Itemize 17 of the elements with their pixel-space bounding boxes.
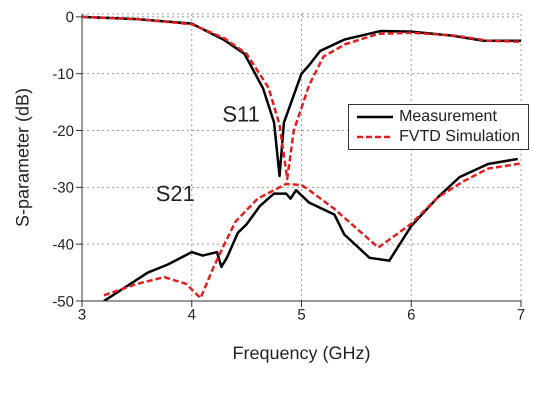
x-tick-label: 5 <box>297 306 306 324</box>
y-tick-label: -20 <box>52 122 74 140</box>
y-tick-label: 0 <box>66 9 74 26</box>
x-tick-label: 3 <box>78 306 86 324</box>
y-tick-label: -30 <box>52 180 74 197</box>
y-tick-label: -40 <box>52 236 74 254</box>
x-tick-label: 7 <box>516 306 526 324</box>
x-axis-title: Frequency (GHz) <box>232 342 371 363</box>
x-tick-label: 6 <box>407 306 416 324</box>
y-tick-label: -50 <box>52 293 74 310</box>
y-axis-title: S-parameter (dB) <box>12 88 32 228</box>
annotation: S11 <box>222 101 260 126</box>
annotation: S21 <box>156 180 195 206</box>
x-tick-label: 4 <box>188 306 196 324</box>
legend-label: Measurement <box>399 107 497 127</box>
legend-label: FVTD Simulation <box>399 127 520 147</box>
y-tick-label: -10 <box>52 66 74 83</box>
